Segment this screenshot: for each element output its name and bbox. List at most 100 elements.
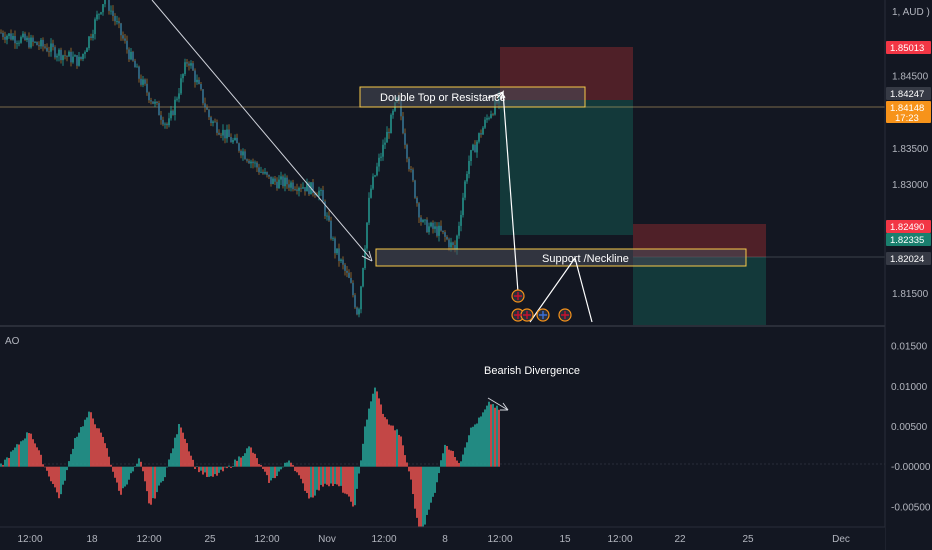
candle (342, 256, 344, 270)
candle (458, 221, 460, 239)
candle (230, 133, 232, 143)
ao-bar (76, 436, 78, 467)
ao-bar (298, 466, 300, 476)
candle (432, 220, 434, 234)
support-neckline-box[interactable] (375, 248, 747, 267)
double-top-box[interactable] (359, 86, 586, 108)
ao-bar (466, 442, 468, 467)
candle (266, 171, 268, 178)
candle (482, 126, 484, 135)
time-label: 18 (86, 534, 98, 545)
candle (34, 41, 36, 44)
ao-bar (286, 462, 288, 467)
ao-bar (116, 466, 118, 483)
candle (116, 15, 118, 25)
ao-bar (170, 453, 172, 467)
ao-bar (484, 409, 486, 467)
ao-bar (274, 466, 276, 479)
ao-bar (46, 466, 48, 471)
take-profit-zone-2[interactable] (633, 257, 766, 325)
candle (232, 137, 234, 145)
take-profit-zone[interactable] (500, 100, 633, 235)
ao-bar (20, 441, 22, 467)
resistance-price-tag[interactable]: 1.84247 (886, 87, 931, 100)
ao-bar (196, 466, 198, 468)
candle (184, 58, 186, 76)
ao-bar (266, 466, 268, 476)
ao-bar (482, 412, 484, 467)
candle (294, 186, 296, 191)
divergence-arrow[interactable] (487, 397, 509, 411)
candle (180, 74, 182, 95)
ao-bar (134, 466, 136, 467)
downtrend-line[interactable] (151, 0, 371, 259)
candle (68, 50, 70, 57)
candle (120, 22, 122, 41)
ao-bar (296, 466, 298, 473)
candle (210, 115, 212, 127)
candle (176, 96, 178, 102)
ao-bar (424, 466, 426, 525)
second-stop-price-tag[interactable]: 1.82490 (886, 220, 931, 233)
candle (250, 159, 252, 169)
ao-bar (320, 466, 322, 485)
ao-bar (370, 401, 372, 467)
ao-bar (90, 412, 92, 467)
ao-bar (328, 466, 330, 487)
ao-bar (232, 465, 234, 467)
ao-bar (250, 447, 252, 467)
candle (78, 51, 80, 67)
price-axis[interactable] (885, 0, 932, 326)
candle (338, 243, 340, 267)
ao-bar (124, 466, 126, 487)
neckline-retest-arrow[interactable] (529, 256, 593, 323)
ao-indicator-label[interactable]: AO (5, 336, 20, 347)
candle (194, 68, 196, 88)
candle (146, 78, 148, 96)
candle (416, 196, 418, 207)
candle (164, 122, 166, 129)
candle (80, 56, 82, 61)
ao-bar (408, 466, 410, 472)
support-price-tag[interactable]: 1.82024 (886, 252, 931, 265)
ao-bar (132, 466, 134, 472)
ao-bar (148, 466, 150, 504)
candle (426, 217, 428, 233)
ao-bar (238, 456, 240, 467)
ao-bar (464, 447, 466, 467)
ao-bar (448, 449, 450, 467)
ao-bar (28, 433, 30, 467)
candle (136, 63, 138, 68)
candle (214, 118, 216, 123)
ao-bar (236, 460, 238, 467)
ao-bar (166, 466, 168, 468)
event-markers[interactable] (511, 289, 572, 322)
ao-bar (372, 393, 374, 467)
ao-bar (112, 466, 114, 472)
ao-bar (94, 424, 96, 467)
candle (460, 210, 462, 232)
ao-bar (254, 453, 256, 467)
candle (304, 187, 306, 196)
ao-bar (36, 447, 38, 467)
ao-bar (208, 466, 210, 477)
ao-bar (114, 466, 116, 478)
entry-price-tag[interactable]: 1.82335 (886, 233, 931, 246)
candle (272, 176, 274, 185)
candle (420, 215, 422, 226)
trend-arrow-head-icon (361, 250, 373, 262)
ao-bar (310, 466, 312, 498)
candle (290, 180, 292, 192)
candle (150, 97, 152, 105)
time-axis[interactable] (0, 527, 885, 550)
candle (306, 178, 308, 192)
ao-bar (62, 466, 64, 485)
ao-bar (226, 466, 228, 469)
time-label: 12:00 (254, 534, 279, 545)
ao-bar (288, 460, 290, 467)
candle (300, 183, 302, 193)
ao-bar (442, 453, 444, 467)
stop-loss-price-tag[interactable]: 1.85013 (886, 41, 931, 54)
